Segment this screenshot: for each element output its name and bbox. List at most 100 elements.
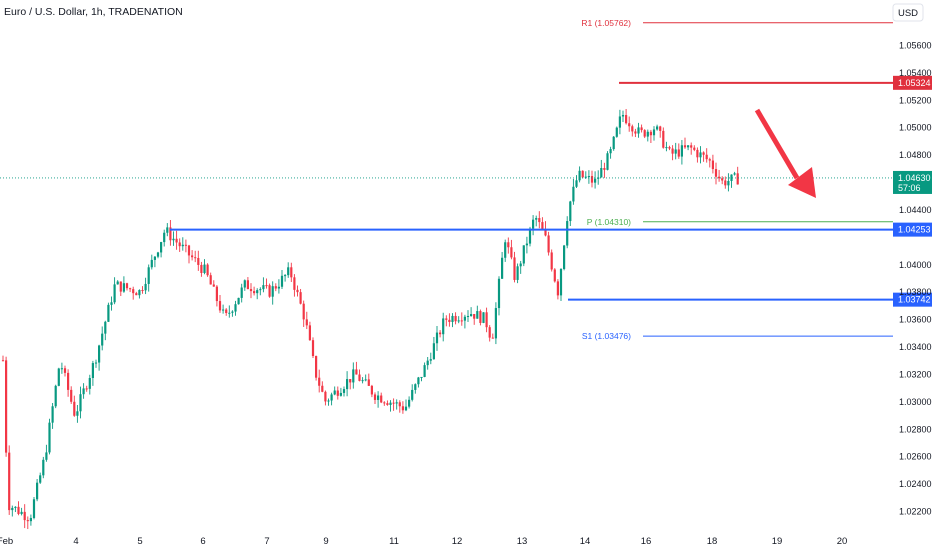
price-tick-label: 1.03200 bbox=[899, 369, 932, 379]
candle-body bbox=[550, 252, 553, 270]
candle-body bbox=[54, 385, 57, 407]
candle-body bbox=[522, 245, 525, 264]
currency-label: USD bbox=[898, 8, 918, 19]
candle-body bbox=[240, 287, 243, 298]
candle-body bbox=[364, 379, 367, 381]
candle-body bbox=[218, 301, 222, 311]
candle-body bbox=[156, 252, 160, 257]
candle-body bbox=[11, 507, 14, 511]
candle-body bbox=[107, 304, 110, 322]
candle-body bbox=[488, 327, 491, 338]
candle-body bbox=[249, 289, 253, 292]
candle-body bbox=[466, 316, 470, 318]
candle-body bbox=[163, 232, 166, 243]
candle-body bbox=[559, 269, 563, 296]
candle-body bbox=[122, 283, 125, 292]
candle-body bbox=[234, 304, 237, 312]
candle-body bbox=[594, 178, 597, 183]
candle-body bbox=[516, 266, 519, 280]
candle-body bbox=[426, 360, 429, 366]
candle-body bbox=[525, 243, 528, 246]
candle-body bbox=[370, 385, 373, 395]
candle-body bbox=[172, 238, 175, 241]
candle-body bbox=[318, 377, 321, 386]
candle-body bbox=[411, 389, 414, 400]
candle-body bbox=[609, 149, 612, 154]
candle-body bbox=[42, 459, 45, 476]
candle-body bbox=[724, 180, 727, 186]
candle-body bbox=[296, 289, 299, 293]
date-tick-label: Feb bbox=[0, 536, 13, 547]
currency-button[interactable]: USD bbox=[892, 3, 924, 22]
candle-body bbox=[429, 359, 432, 361]
price-tick-label: 1.03000 bbox=[899, 397, 932, 407]
candle-body bbox=[125, 283, 129, 289]
candle-body bbox=[439, 332, 442, 335]
pivot-label: P (1.04310) bbox=[587, 217, 631, 227]
candle-body bbox=[17, 506, 20, 514]
candle-body bbox=[197, 257, 200, 265]
candle-body bbox=[643, 130, 646, 137]
candle-body bbox=[51, 406, 54, 423]
candle-body bbox=[668, 147, 671, 149]
date-tick-label: 7 bbox=[264, 536, 269, 547]
candle-body bbox=[584, 176, 587, 178]
candle-body bbox=[479, 311, 482, 323]
candle-body bbox=[305, 319, 308, 326]
candle-body bbox=[277, 286, 280, 289]
support-upper-price-badge bbox=[893, 222, 932, 237]
candle-body bbox=[85, 388, 88, 390]
price-tick-label: 1.03600 bbox=[899, 315, 932, 325]
candle-body bbox=[209, 275, 212, 285]
candle-body bbox=[243, 280, 246, 288]
candle-body bbox=[116, 281, 119, 285]
candle-body bbox=[445, 318, 448, 320]
candle-body bbox=[231, 311, 234, 313]
candle-body bbox=[237, 297, 240, 305]
candle-body bbox=[535, 218, 538, 220]
candle-body bbox=[336, 390, 339, 396]
candle-body bbox=[513, 257, 516, 280]
candle-body bbox=[349, 379, 352, 383]
candle-body bbox=[5, 360, 8, 453]
support-lower-price-label: 1.03742 bbox=[898, 295, 931, 305]
candle-body bbox=[48, 422, 51, 453]
candle-body bbox=[702, 152, 705, 155]
candle-body bbox=[262, 285, 265, 290]
candle-body bbox=[569, 201, 572, 222]
candle-body bbox=[625, 115, 628, 124]
candle-body bbox=[153, 256, 156, 260]
countdown-label: 57:06 bbox=[898, 183, 921, 193]
price-tick-label: 1.05600 bbox=[899, 41, 932, 51]
candle-body bbox=[733, 173, 736, 175]
candle-body bbox=[628, 123, 631, 127]
candle-body bbox=[547, 235, 550, 253]
date-tick-label: 16 bbox=[641, 536, 652, 547]
candle-body bbox=[652, 129, 656, 136]
candle-body bbox=[392, 402, 395, 404]
candle-body bbox=[60, 368, 63, 370]
candle-body bbox=[532, 219, 535, 229]
candle-body bbox=[346, 379, 349, 390]
candle-body bbox=[311, 340, 315, 356]
candle-body bbox=[187, 245, 191, 256]
candle-body bbox=[649, 131, 652, 136]
price-tick-label: 1.05400 bbox=[899, 68, 932, 78]
candle-body bbox=[578, 170, 581, 181]
candle-body bbox=[14, 506, 17, 508]
candle-body bbox=[299, 292, 302, 304]
candle-body bbox=[708, 159, 711, 161]
r1-label: R1 (1.05762) bbox=[581, 18, 631, 28]
candle-body bbox=[386, 403, 389, 405]
candle-body bbox=[677, 149, 680, 157]
candle-body bbox=[98, 345, 101, 363]
candle-body bbox=[714, 169, 718, 177]
candle-body bbox=[590, 176, 594, 183]
candle-body bbox=[507, 242, 510, 248]
candle-body bbox=[718, 176, 721, 179]
candle-body bbox=[32, 499, 36, 518]
s1-label: S1 (1.03476) bbox=[582, 331, 631, 341]
candle-body bbox=[206, 264, 209, 276]
candle-body bbox=[736, 173, 739, 185]
